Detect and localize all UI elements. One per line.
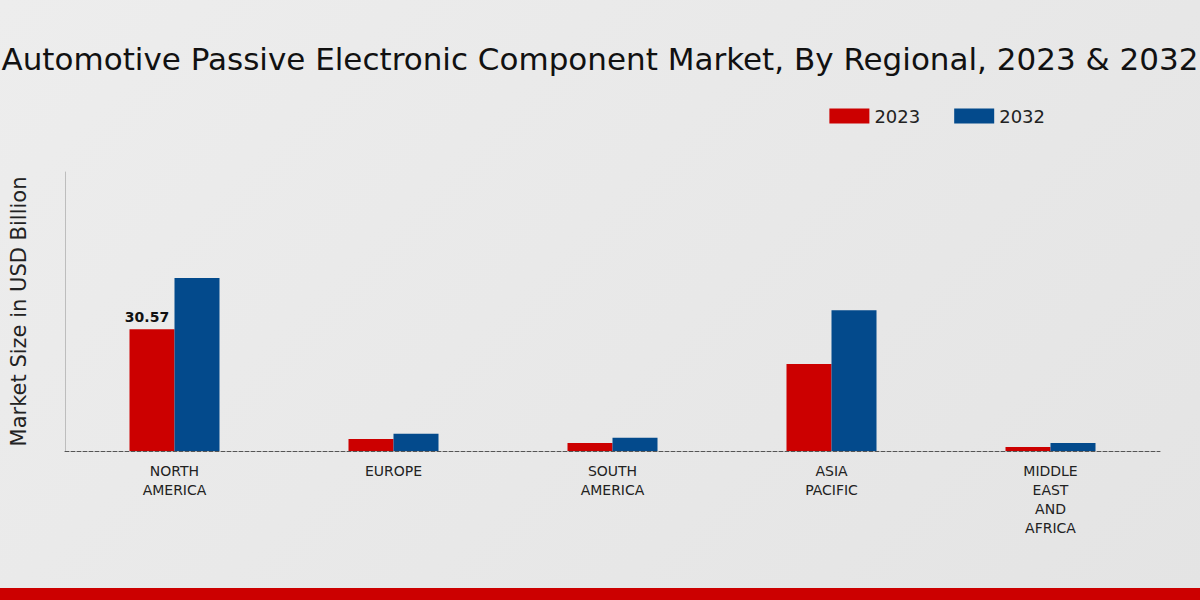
svg-text:PACIFIC: PACIFIC (805, 482, 858, 498)
svg-text:30.57: 30.57 (125, 309, 169, 325)
svg-text:Market Size in USD Billion: Market Size in USD Billion (7, 177, 31, 447)
svg-text:AMERICA: AMERICA (581, 482, 645, 498)
svg-text:AND: AND (1035, 501, 1066, 517)
svg-text:2023: 2023 (874, 106, 920, 127)
svg-text:ASIA: ASIA (815, 463, 848, 479)
svg-text:EUROPE: EUROPE (365, 463, 422, 479)
svg-text:SOUTH: SOUTH (588, 463, 637, 479)
svg-text:EAST: EAST (1033, 482, 1069, 498)
svg-text:NORTH: NORTH (150, 463, 199, 479)
svg-text:MIDDLE: MIDDLE (1023, 463, 1077, 479)
svg-text:Automotive Passive Electronic: Automotive Passive Electronic Component … (2, 41, 1199, 77)
svg-text:AFRICA: AFRICA (1025, 520, 1076, 536)
svg-text:AMERICA: AMERICA (143, 482, 207, 498)
svg-text:2032: 2032 (999, 106, 1045, 127)
